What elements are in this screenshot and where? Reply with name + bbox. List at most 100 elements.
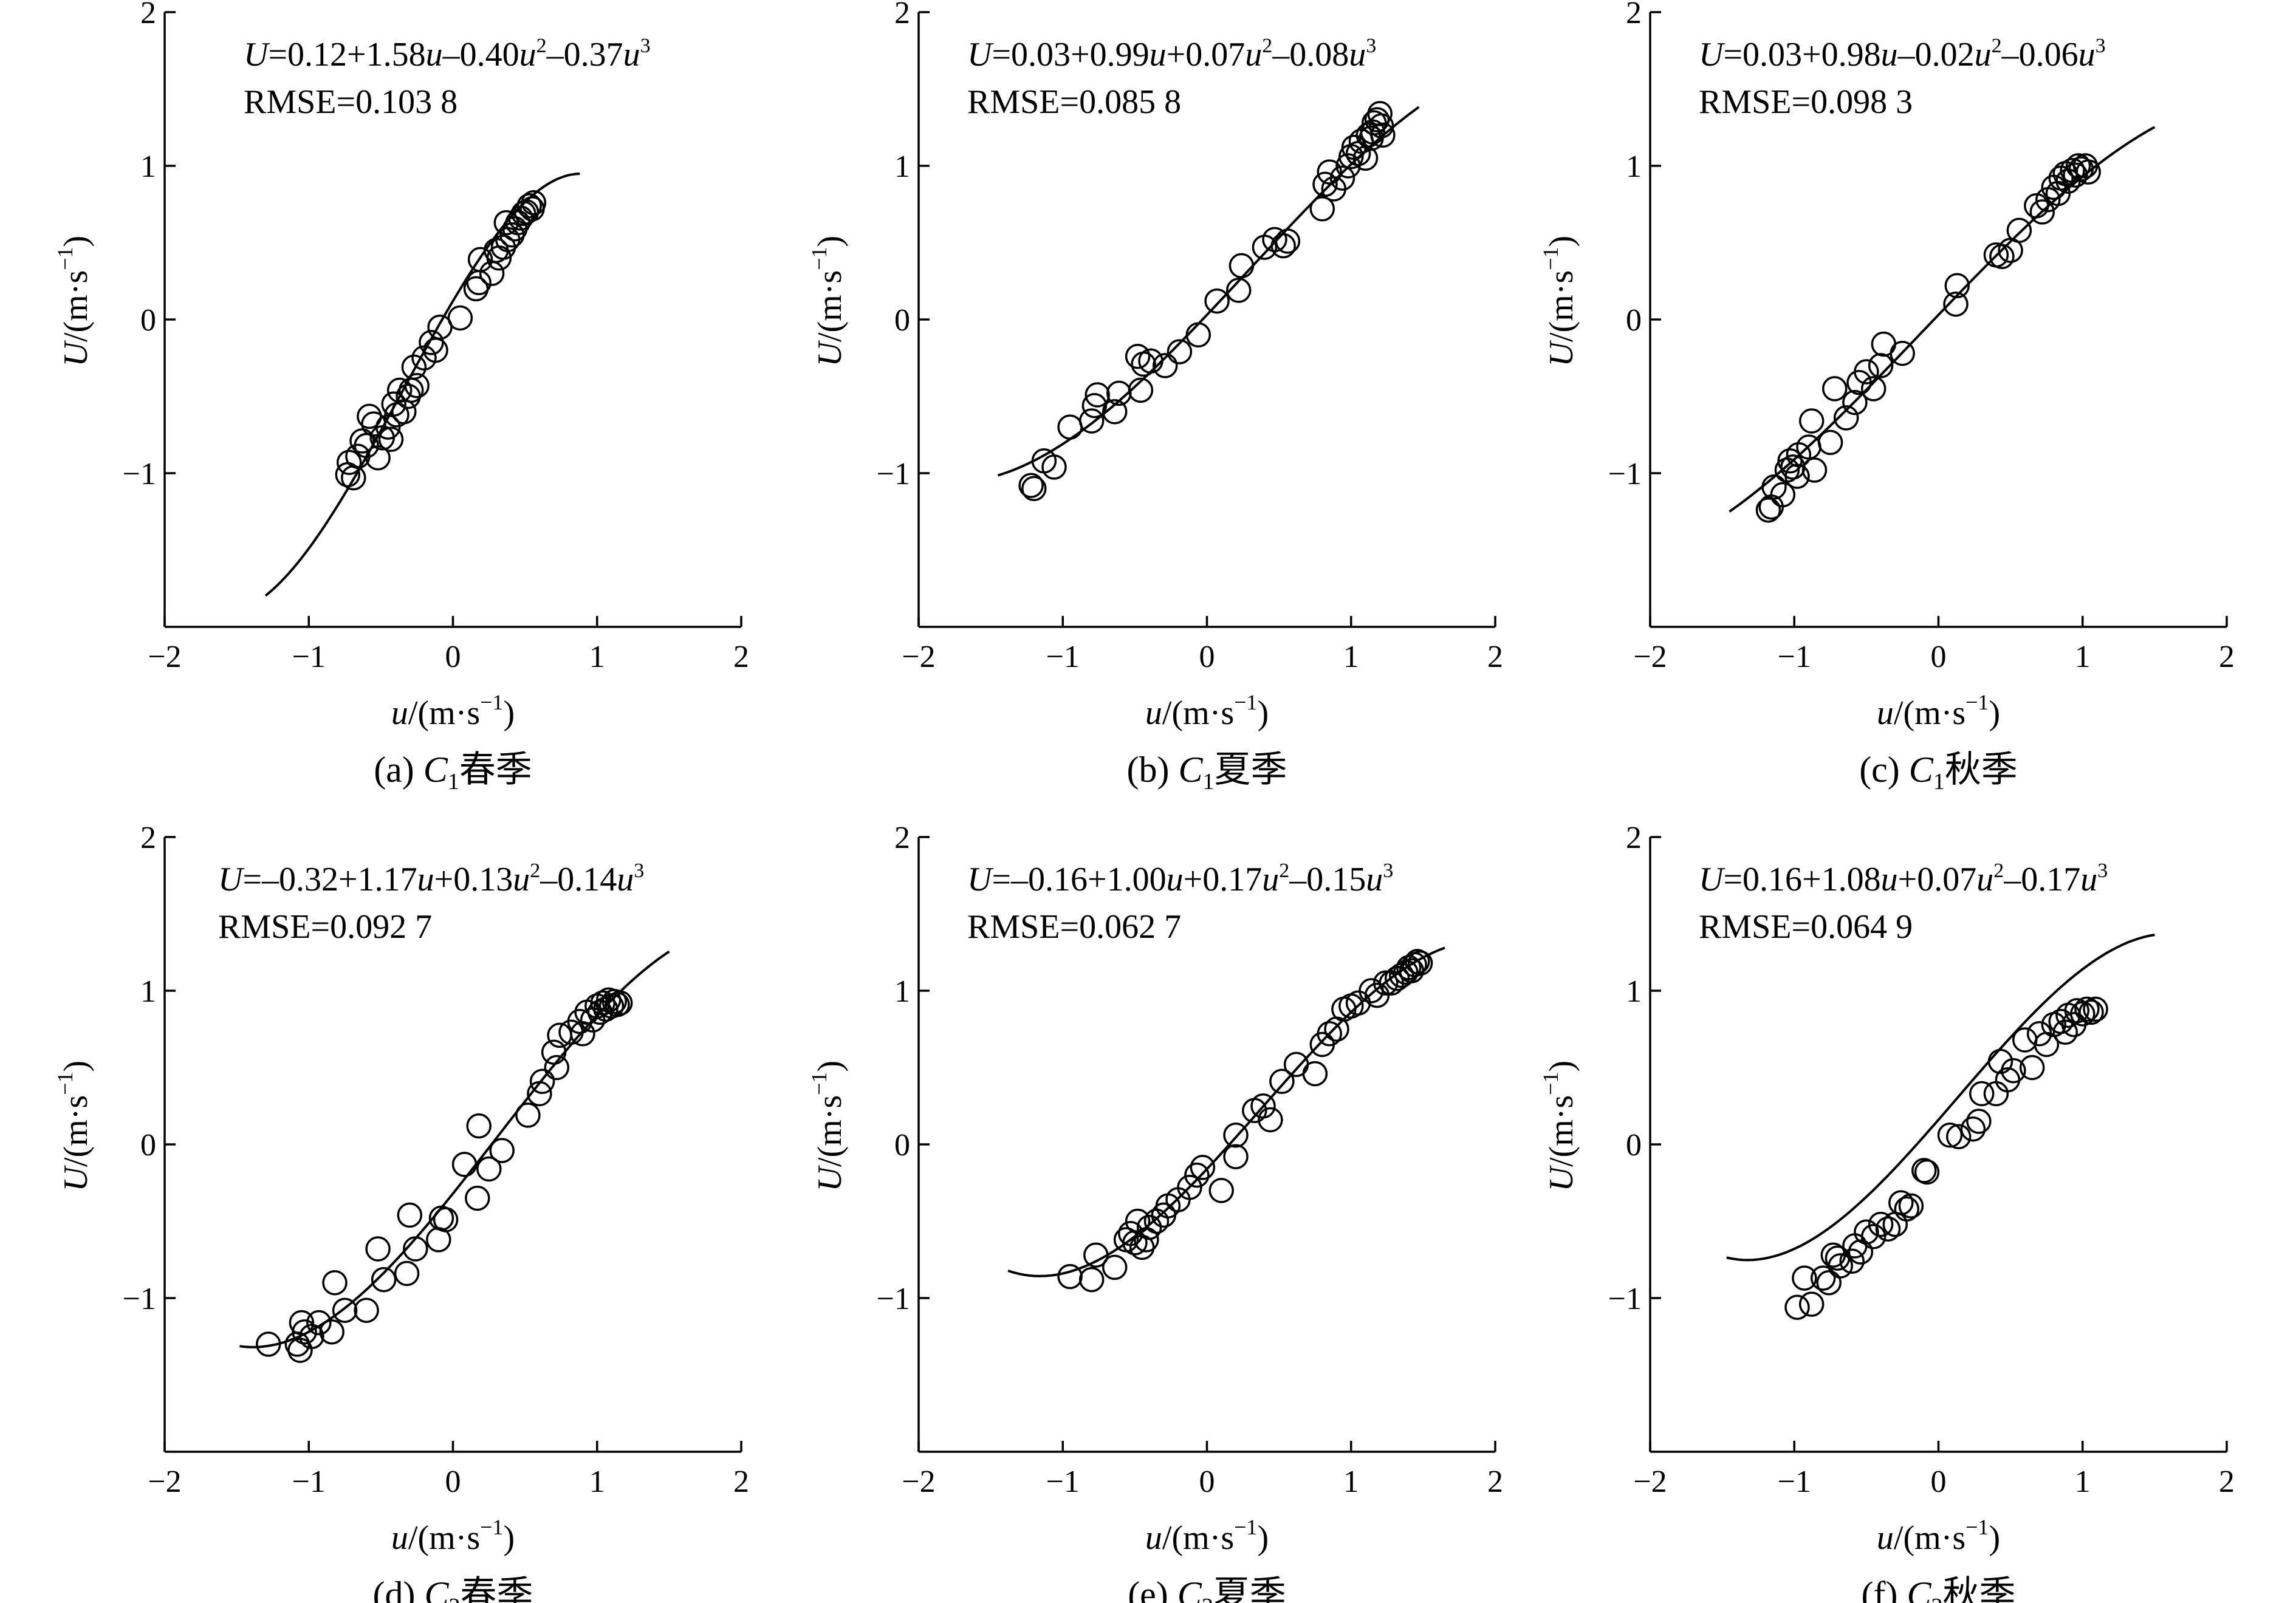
x-axis-label: u/(m·s−1) <box>1877 690 2000 732</box>
data-point <box>1317 159 1342 185</box>
panel-caption: (b) C1夏季 <box>1127 750 1287 795</box>
data-point <box>1138 348 1163 374</box>
data-point <box>1911 1158 1937 1183</box>
y-axis-label-var: U <box>57 1164 95 1191</box>
eq-lhs: U <box>1699 36 1725 73</box>
data-point <box>1828 1253 1853 1279</box>
data-point <box>1894 1196 1920 1222</box>
y-axis-label-exp: −1 <box>1538 247 1563 270</box>
data-point <box>529 1068 555 1095</box>
data-point <box>401 354 427 380</box>
data-point <box>1792 1265 1817 1291</box>
x-tick-label: 2 <box>1487 640 1503 674</box>
x-tick-label: 2 <box>733 640 749 674</box>
caption-subscript: 2 <box>1931 1594 1942 1603</box>
x-axis-label-exp: −1 <box>1965 1515 1989 1539</box>
x-tick-label: −2 <box>148 1465 181 1499</box>
x-axis-label: u/(m·s−1) <box>1145 690 1269 732</box>
data-point <box>354 1297 379 1323</box>
x-axis-label: u/(m·s−1) <box>391 690 515 732</box>
x-tick-label: −2 <box>902 640 935 674</box>
x-tick-label: −1 <box>1778 1465 1811 1499</box>
y-axis-label-var: U <box>57 340 95 366</box>
eq-exp-3: 3 <box>634 860 644 882</box>
data-point <box>394 1260 420 1287</box>
x-axis-label-exp: −1 <box>480 1515 503 1539</box>
data-point <box>605 992 630 1017</box>
data-point <box>1204 288 1230 314</box>
eq-var-u: u <box>1167 861 1184 898</box>
x-tick-label: 1 <box>2075 640 2091 674</box>
data-point <box>1078 1266 1105 1293</box>
caption-subscript: 1 <box>1203 769 1215 795</box>
x-tick-label: 0 <box>445 640 461 674</box>
data-point <box>1309 196 1335 222</box>
data-point <box>433 1207 459 1232</box>
caption-subscript: 1 <box>448 769 459 795</box>
caption-prefix: (a) <box>374 750 423 790</box>
data-point <box>1842 389 1868 415</box>
data-point <box>1860 1224 1886 1249</box>
data-point <box>1262 227 1287 253</box>
x-tick-label: 2 <box>733 1465 749 1499</box>
x-tick-label: −2 <box>902 1465 935 1499</box>
eq-term-2: –0.15 <box>1289 861 1366 898</box>
caption-var: C <box>424 1574 449 1603</box>
eq-lhs: U <box>967 36 994 73</box>
eq-exp-3: 3 <box>1366 35 1376 57</box>
data-point <box>2029 199 2055 225</box>
data-point <box>1223 1144 1249 1169</box>
x-axis-label-unit: /(m·s <box>1162 1519 1234 1557</box>
data-point <box>397 1202 423 1228</box>
eq-exp-2: 2 <box>1992 35 2002 57</box>
data-point <box>427 314 453 340</box>
x-axis-label-close: ) <box>1257 1519 1269 1557</box>
data-point <box>521 190 547 216</box>
data-point <box>289 1310 315 1336</box>
eq-exp-2: 2 <box>1993 860 2004 882</box>
eq-term-1: +0.17 <box>1184 861 1263 898</box>
data-point <box>1987 1048 2013 1075</box>
y-tick-label: 1 <box>140 974 156 1009</box>
eq-term-1: –0.02 <box>1897 36 1975 73</box>
x-axis-label-exp: −1 <box>1234 1515 1257 1539</box>
data-point <box>567 1008 593 1034</box>
y-axis-label-var: U <box>1543 1164 1580 1191</box>
y-axis-label: U/(m·s−1) <box>1538 236 1580 367</box>
eq-var-u: u <box>519 36 536 73</box>
eq-term-0: =0.03+0.99 <box>992 36 1149 73</box>
x-axis-label-var: u <box>1145 694 1162 732</box>
x-tick-label: 0 <box>1931 1465 1947 1499</box>
data-point <box>361 411 386 437</box>
data-point <box>1969 1081 1995 1107</box>
x-tick-label: 1 <box>589 640 605 674</box>
rmse-label: RMSE=0.064 9 <box>1699 908 1913 946</box>
data-point <box>2019 1054 2045 1081</box>
data-point <box>365 1236 391 1262</box>
data-point <box>541 1039 567 1065</box>
caption-var: C <box>1909 750 1934 790</box>
data-point <box>1275 228 1301 254</box>
data-point <box>1890 340 1915 366</box>
eq-term-1: +0.07 <box>1167 36 1246 73</box>
data-point <box>447 305 473 331</box>
data-point <box>1078 408 1105 434</box>
eq-exp-2: 2 <box>1262 35 1272 57</box>
data-point <box>319 1319 344 1345</box>
x-tick-label: 2 <box>1487 1465 1503 1499</box>
y-tick-label: 0 <box>894 1128 910 1163</box>
caption-season: 秋季 <box>1945 750 2018 790</box>
x-axis-label-exp: −1 <box>1234 690 1257 714</box>
data-point <box>349 428 375 454</box>
data-point <box>1989 244 2015 270</box>
x-tick-label: −2 <box>148 640 181 674</box>
caption-var: C <box>1178 750 1203 790</box>
x-axis-label: u/(m·s−1) <box>1145 1515 1269 1557</box>
data-point <box>1364 982 1390 1008</box>
data-point <box>1184 1162 1210 1188</box>
caption-season: 秋季 <box>1942 1574 2015 1603</box>
data-point <box>2070 1001 2096 1027</box>
